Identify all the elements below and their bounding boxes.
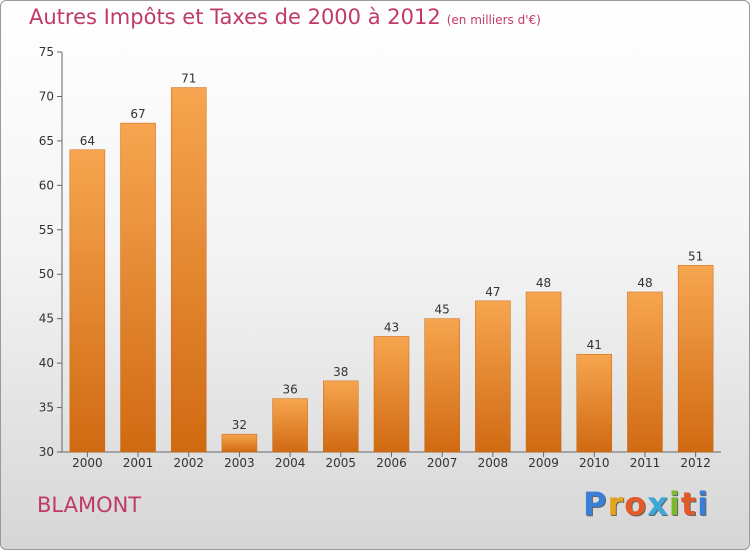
x-tick-label: 2005 <box>326 456 357 470</box>
y-tick-label: 50 <box>39 267 54 281</box>
data-label: 43 <box>384 320 399 334</box>
y-tick-label: 35 <box>39 401 54 415</box>
x-tick-label: 2006 <box>376 456 407 470</box>
data-label: 45 <box>435 303 450 317</box>
logo-letter: r <box>607 485 625 523</box>
data-label: 71 <box>181 72 196 86</box>
chart-title: Autres Impôts et Taxes de 2000 à 2012 (en… <box>29 5 541 29</box>
logo-letter: t <box>680 485 698 523</box>
x-tick-label: 2011 <box>630 456 661 470</box>
logo-letter: o <box>624 485 648 523</box>
bar <box>170 87 207 453</box>
logo-letter: i <box>668 485 681 523</box>
bar <box>272 398 308 453</box>
data-label: 48 <box>536 276 551 290</box>
bar <box>525 291 562 453</box>
bar <box>120 122 156 453</box>
y-tick-label: 40 <box>39 356 54 370</box>
bar <box>627 291 663 453</box>
bar <box>373 336 410 453</box>
data-label: 41 <box>587 338 602 352</box>
data-label: 32 <box>232 418 247 432</box>
x-tick-label: 2002 <box>173 456 204 470</box>
data-label: 51 <box>688 249 703 263</box>
x-tick-label: 2009 <box>528 456 559 470</box>
logo-letter: i <box>697 485 710 523</box>
y-tick-label: 30 <box>39 445 54 459</box>
y-tick-label: 60 <box>39 178 54 192</box>
x-tick-label: 2007 <box>427 456 458 470</box>
y-tick-label: 45 <box>39 312 54 326</box>
x-tick-label: 2003 <box>224 456 255 470</box>
y-tick-label: 75 <box>39 45 54 59</box>
x-tick-label: 2004 <box>275 456 306 470</box>
y-tick-label: 55 <box>39 223 54 237</box>
bar <box>221 433 258 453</box>
bar <box>677 265 714 453</box>
data-label: 36 <box>282 383 297 397</box>
town-name: BLAMONT <box>37 493 142 517</box>
y-tick-label: 65 <box>39 134 54 148</box>
x-tick-label: 2001 <box>123 456 154 470</box>
data-label: 64 <box>80 134 95 148</box>
bar <box>475 300 511 453</box>
logo-letter: x <box>647 485 669 523</box>
logo-letter: P <box>583 485 608 523</box>
proxiti-logo: Proxiti <box>583 485 709 523</box>
bar <box>424 318 460 453</box>
bar <box>323 380 359 453</box>
bar <box>69 149 106 453</box>
chart-title-text: Autres Impôts et Taxes de 2000 à 2012 <box>29 5 441 29</box>
bar <box>576 353 613 453</box>
x-tick-label: 2012 <box>680 456 711 470</box>
x-tick-label: 2008 <box>478 456 509 470</box>
data-label: 67 <box>130 107 145 121</box>
x-tick-label: 2010 <box>579 456 610 470</box>
x-tick-label: 2000 <box>72 456 103 470</box>
data-label: 47 <box>485 285 500 299</box>
data-label: 38 <box>333 365 348 379</box>
y-tick-label: 70 <box>39 89 54 103</box>
chart-subtitle: (en milliers d'€) <box>446 13 541 27</box>
data-label: 48 <box>637 276 652 290</box>
